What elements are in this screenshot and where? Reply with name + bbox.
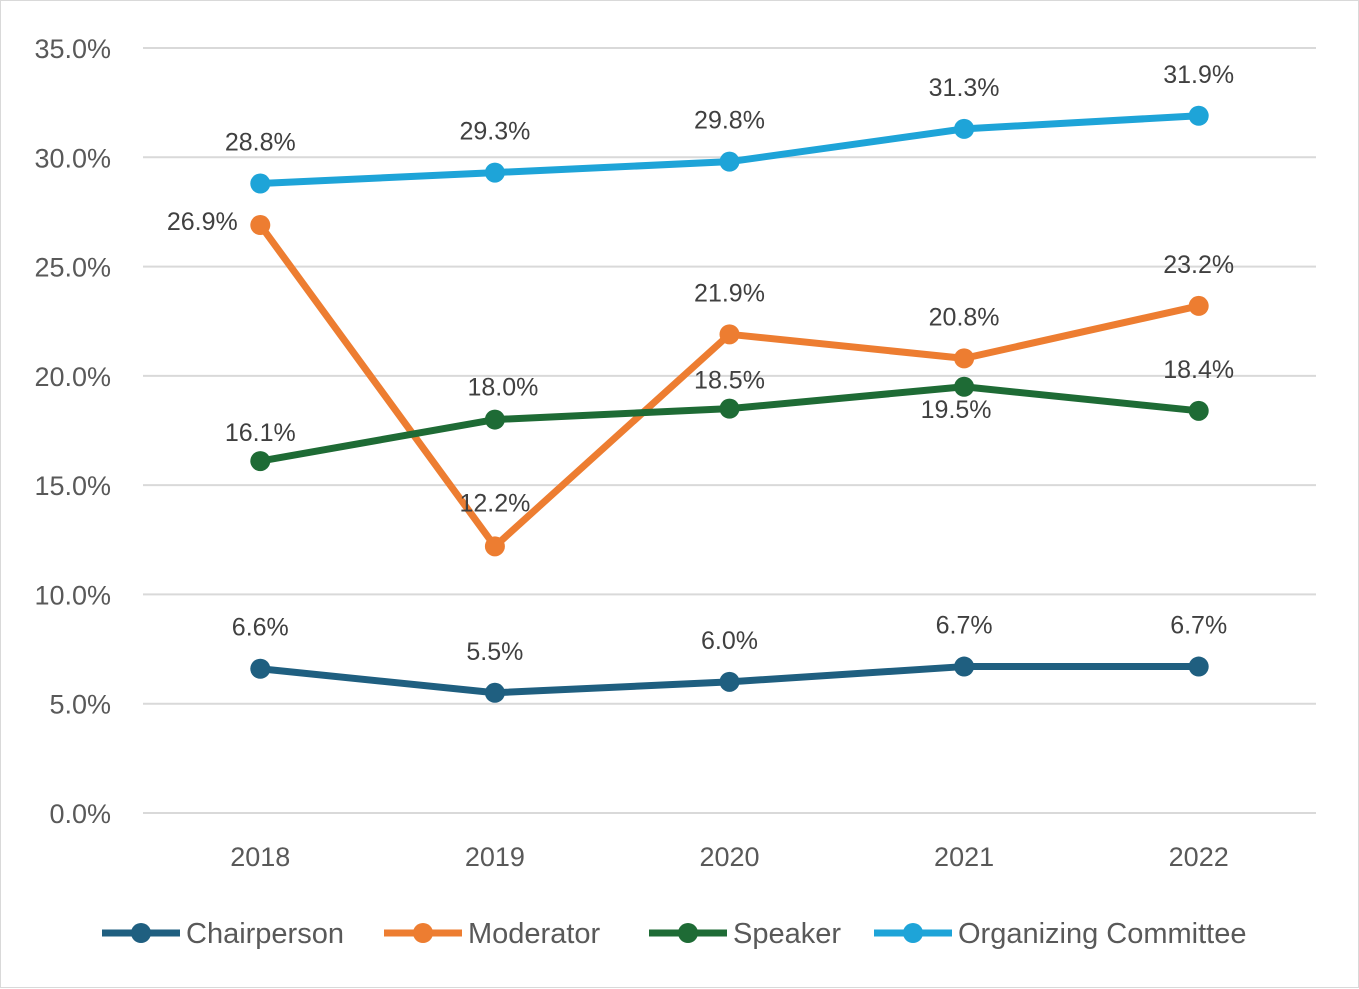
- y-tick-label: 5.0%: [49, 690, 111, 720]
- data-point-speaker: [719, 398, 740, 419]
- y-tick-label: 10.0%: [34, 580, 111, 610]
- legend-label-organizing-committee: Organizing Committee: [958, 918, 1247, 950]
- data-point-organizing-committee: [1188, 105, 1209, 126]
- data-label-moderator: 21.9%: [694, 279, 765, 307]
- data-label-organizing-committee: 31.3%: [929, 74, 1000, 102]
- legend-label-moderator: Moderator: [468, 918, 601, 950]
- data-label-moderator: 23.2%: [1163, 251, 1234, 279]
- data-label-speaker: 16.1%: [225, 419, 296, 447]
- data-label-speaker: 18.4%: [1163, 356, 1234, 384]
- legend-label-speaker: Speaker: [733, 918, 841, 950]
- data-point-moderator: [250, 215, 271, 236]
- data-label-speaker: 18.5%: [694, 367, 765, 395]
- data-point-speaker: [250, 451, 271, 472]
- data-point-moderator: [719, 324, 740, 345]
- data-point-speaker: [1188, 400, 1209, 421]
- data-point-moderator: [1188, 295, 1209, 316]
- y-tick-label: 35.0%: [34, 34, 111, 64]
- data-label-moderator: 12.2%: [459, 489, 530, 517]
- data-label-chairperson: 6.7%: [1170, 612, 1227, 640]
- x-tick-label: 2022: [1169, 842, 1229, 872]
- data-label-chairperson: 6.6%: [232, 614, 289, 642]
- y-tick-label: 20.0%: [34, 362, 111, 392]
- y-tick-label: 0.0%: [49, 799, 111, 829]
- data-point-organizing-committee: [719, 151, 740, 172]
- data-point-chairperson: [250, 658, 271, 679]
- data-point-chairperson: [484, 682, 505, 703]
- data-label-speaker: 19.5%: [921, 396, 992, 424]
- data-point-moderator: [954, 348, 975, 369]
- legend-marker-organizing-committee: [903, 923, 923, 943]
- x-tick-label: 2021: [934, 842, 994, 872]
- data-label-speaker: 18.0%: [467, 374, 538, 402]
- x-tick-label: 2020: [699, 842, 759, 872]
- data-labels: 6.6% 5.5% 6.0% 6.7% 6.7% 26.9% 12.2% 21.9% 20.8%…: [167, 61, 1234, 666]
- data-point-organizing-committee: [484, 162, 505, 183]
- legend-marker-chairperson: [131, 923, 151, 943]
- x-axis-ticks: 2018 2019 2020 2021 2022: [230, 842, 1228, 872]
- gridlines: [143, 47, 1316, 814]
- data-point-speaker: [484, 409, 505, 430]
- data-label-organizing-committee: 29.8%: [694, 107, 765, 135]
- x-tick-label: 2018: [230, 842, 290, 872]
- data-point-chairperson: [954, 656, 975, 677]
- y-tick-label: 15.0%: [34, 471, 111, 501]
- series-line-speaker: [259, 383, 1200, 465]
- y-axis-ticks: 0.0% 5.0% 10.0% 15.0% 20.0% 25.0% 30.0% 35.0%: [34, 34, 111, 829]
- data-point-speaker: [954, 376, 975, 397]
- data-point-chairperson: [719, 671, 740, 692]
- legend-marker-moderator: [413, 923, 433, 943]
- series-points: [250, 105, 1209, 703]
- legend: Chairperson Moderator Speaker Organizing Co…: [102, 918, 1247, 950]
- data-label-moderator: 26.9%: [167, 208, 238, 236]
- legend-label-chairperson: Chairperson: [186, 918, 344, 950]
- data-label-chairperson: 6.0%: [701, 627, 758, 655]
- data-point-organizing-committee: [250, 173, 271, 194]
- data-label-chairperson: 5.5%: [466, 638, 523, 666]
- legend-marker-speaker: [678, 923, 698, 943]
- data-label-organizing-committee: 29.3%: [459, 118, 530, 146]
- data-point-chairperson: [1188, 656, 1209, 677]
- x-tick-label: 2019: [465, 842, 525, 872]
- data-label-chairperson: 6.7%: [936, 612, 993, 640]
- y-tick-label: 25.0%: [34, 253, 111, 283]
- data-point-organizing-committee: [954, 118, 975, 139]
- data-point-moderator: [484, 536, 505, 557]
- data-label-moderator: 20.8%: [929, 303, 1000, 331]
- data-label-organizing-committee: 31.9%: [1163, 61, 1234, 89]
- y-tick-label: 30.0%: [34, 143, 111, 173]
- data-label-organizing-committee: 28.8%: [225, 129, 296, 157]
